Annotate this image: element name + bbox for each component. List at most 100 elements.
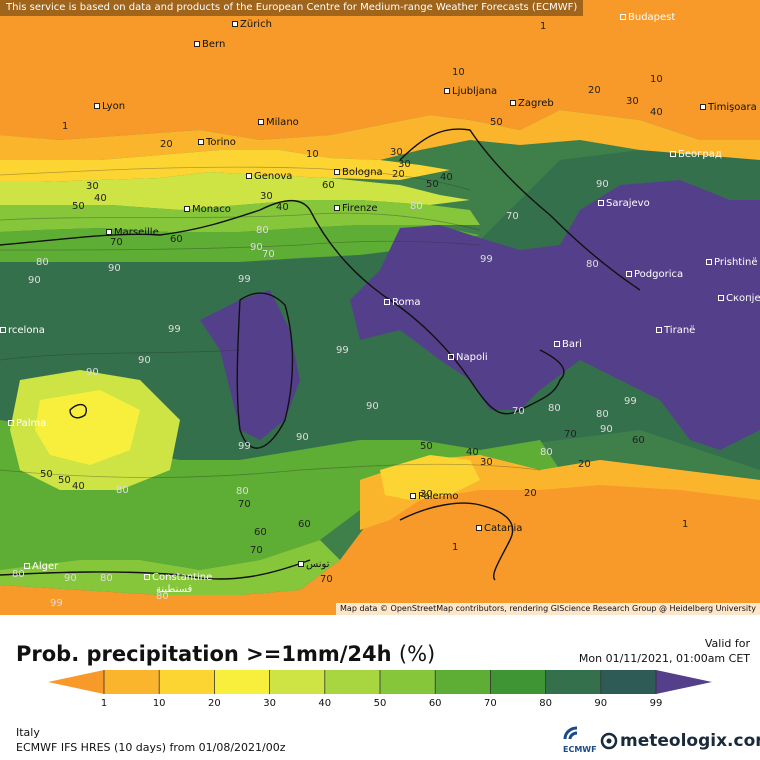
contour-label: 1: [62, 121, 69, 132]
contour-label: 1: [540, 21, 547, 32]
contour-label: 20: [392, 169, 405, 180]
scale-segment-below: [48, 670, 104, 694]
contour-label: 70: [512, 406, 525, 417]
scale-segment: [545, 670, 602, 694]
scale-tick-label: 40: [318, 698, 332, 709]
contour-label: 60: [170, 234, 183, 245]
city-milano: Milano: [258, 118, 299, 128]
city-lyon: Lyon: [94, 102, 125, 112]
contour-label: 30: [420, 489, 433, 500]
scale-tick-label: 90: [594, 698, 608, 709]
contour-label: 70: [238, 499, 251, 510]
scale-segment: [159, 670, 215, 694]
city-prishtine: Prishtinë: [706, 258, 757, 268]
contour-label: 99: [480, 254, 493, 265]
scale-tick-label: 80: [539, 698, 552, 709]
meteologix-logo-icon: [600, 732, 618, 750]
city-timisoara: Timişoara: [700, 103, 757, 113]
contour-label: 50: [58, 475, 71, 486]
scale-segment: [324, 670, 381, 694]
forecast-map[interactable]: This service is based on data and produc…: [0, 0, 760, 615]
contour-label: 80: [586, 259, 599, 270]
scale-segment: [380, 670, 436, 694]
city-alger: Alger: [24, 562, 58, 572]
contour-label: 50: [40, 469, 53, 480]
contour-label: 20: [588, 85, 601, 96]
contour-label: 40: [72, 481, 85, 492]
contour-label: 20: [524, 488, 537, 499]
scale-tick-label: 10: [152, 698, 166, 709]
contour-label: 80: [156, 591, 169, 602]
city-catania: Catania: [476, 524, 522, 534]
contour-label: 40: [94, 193, 107, 204]
contour-label: 70: [506, 211, 519, 222]
city-bern: Bern: [194, 40, 225, 50]
scale-tick-label: 1: [100, 698, 108, 709]
contour-label: 70: [320, 574, 333, 585]
city-barcelona: rcelona: [0, 326, 45, 336]
city-monaco: Monaco: [184, 205, 231, 215]
contour-label: 80: [410, 201, 423, 212]
contour-label: 10: [306, 149, 319, 160]
contour-label: 80: [256, 225, 269, 236]
city-tunis: تونس: [298, 560, 329, 570]
contour-label: 20: [160, 139, 173, 150]
contour-label: 30: [86, 181, 99, 192]
contour-label: 60: [254, 527, 267, 538]
contour-label: 80: [236, 486, 249, 497]
contour-label: 50: [490, 117, 503, 128]
contour-label: 99: [168, 324, 181, 335]
scale-segment: [435, 670, 491, 694]
region-label: Italy: [16, 726, 40, 739]
contour-label: 1: [452, 542, 459, 553]
valid-time-block: Valid for Mon 01/11/2021, 01:00am CET: [579, 636, 750, 666]
contour-label: 90: [28, 275, 41, 286]
city-podgorica: Podgorica: [626, 270, 683, 280]
city-napoli: Napoli: [448, 353, 488, 363]
contour-label: 90: [596, 179, 609, 190]
city-constantine: Constantine: [144, 573, 212, 583]
contour-label: 90: [108, 263, 121, 274]
contour-label: 90: [86, 367, 99, 378]
contour-label: 70: [564, 429, 577, 440]
contour-label: 30: [390, 147, 403, 158]
contour-label: 50: [426, 179, 439, 190]
contour-label: 10: [650, 74, 663, 85]
city-ljubljana: Ljubljana: [444, 87, 497, 97]
city-zagreb: Zagreb: [510, 99, 554, 109]
contour-label: 80: [100, 573, 113, 584]
contour-label: 20: [578, 459, 591, 470]
contour-label: 99: [50, 598, 63, 609]
contour-label: 70: [262, 249, 275, 260]
city-budapest: Budapest: [620, 13, 675, 23]
brand-name: meteologix.com: [620, 731, 760, 751]
scale-segment: [490, 670, 547, 694]
scale-tick-label: 20: [208, 698, 221, 709]
scale-tick-label: 99: [649, 698, 663, 709]
valid-label: Valid for: [704, 637, 750, 650]
contour-label: 99: [238, 274, 251, 285]
precipitation-field: [0, 0, 760, 615]
contour-label: 90: [138, 355, 151, 366]
contour-label: 60: [322, 180, 335, 191]
valid-time: Mon 01/11/2021, 01:00am CET: [578, 652, 750, 665]
contour-label: 80: [596, 409, 609, 420]
contour-label: 80: [36, 257, 49, 268]
city-torino: Torino: [198, 138, 236, 148]
contour-label: 70: [250, 545, 263, 556]
scale-segment-above: [656, 670, 712, 694]
city-marseille: Marseille: [106, 228, 159, 238]
city-sarajevo: Sarajevo: [598, 199, 650, 209]
contour-label: 90: [250, 242, 263, 253]
city-beograd: Београд: [670, 150, 722, 160]
scale-tick-label: 70: [484, 698, 497, 709]
contour-label: 60: [298, 519, 311, 530]
city-tirane: Tiranë: [656, 326, 695, 336]
ecmwf-disclaimer: This service is based on data and produc…: [0, 0, 584, 16]
legend-title: Prob. precipitation >=1mm/24h (%): [16, 642, 436, 666]
city-constantine-arabic: قسنطينة: [156, 584, 193, 595]
contour-label: 90: [296, 432, 309, 443]
city-palermo: Palermo: [410, 492, 458, 502]
scale-tick-label: 30: [263, 698, 276, 709]
contour-label: 80: [116, 485, 129, 496]
